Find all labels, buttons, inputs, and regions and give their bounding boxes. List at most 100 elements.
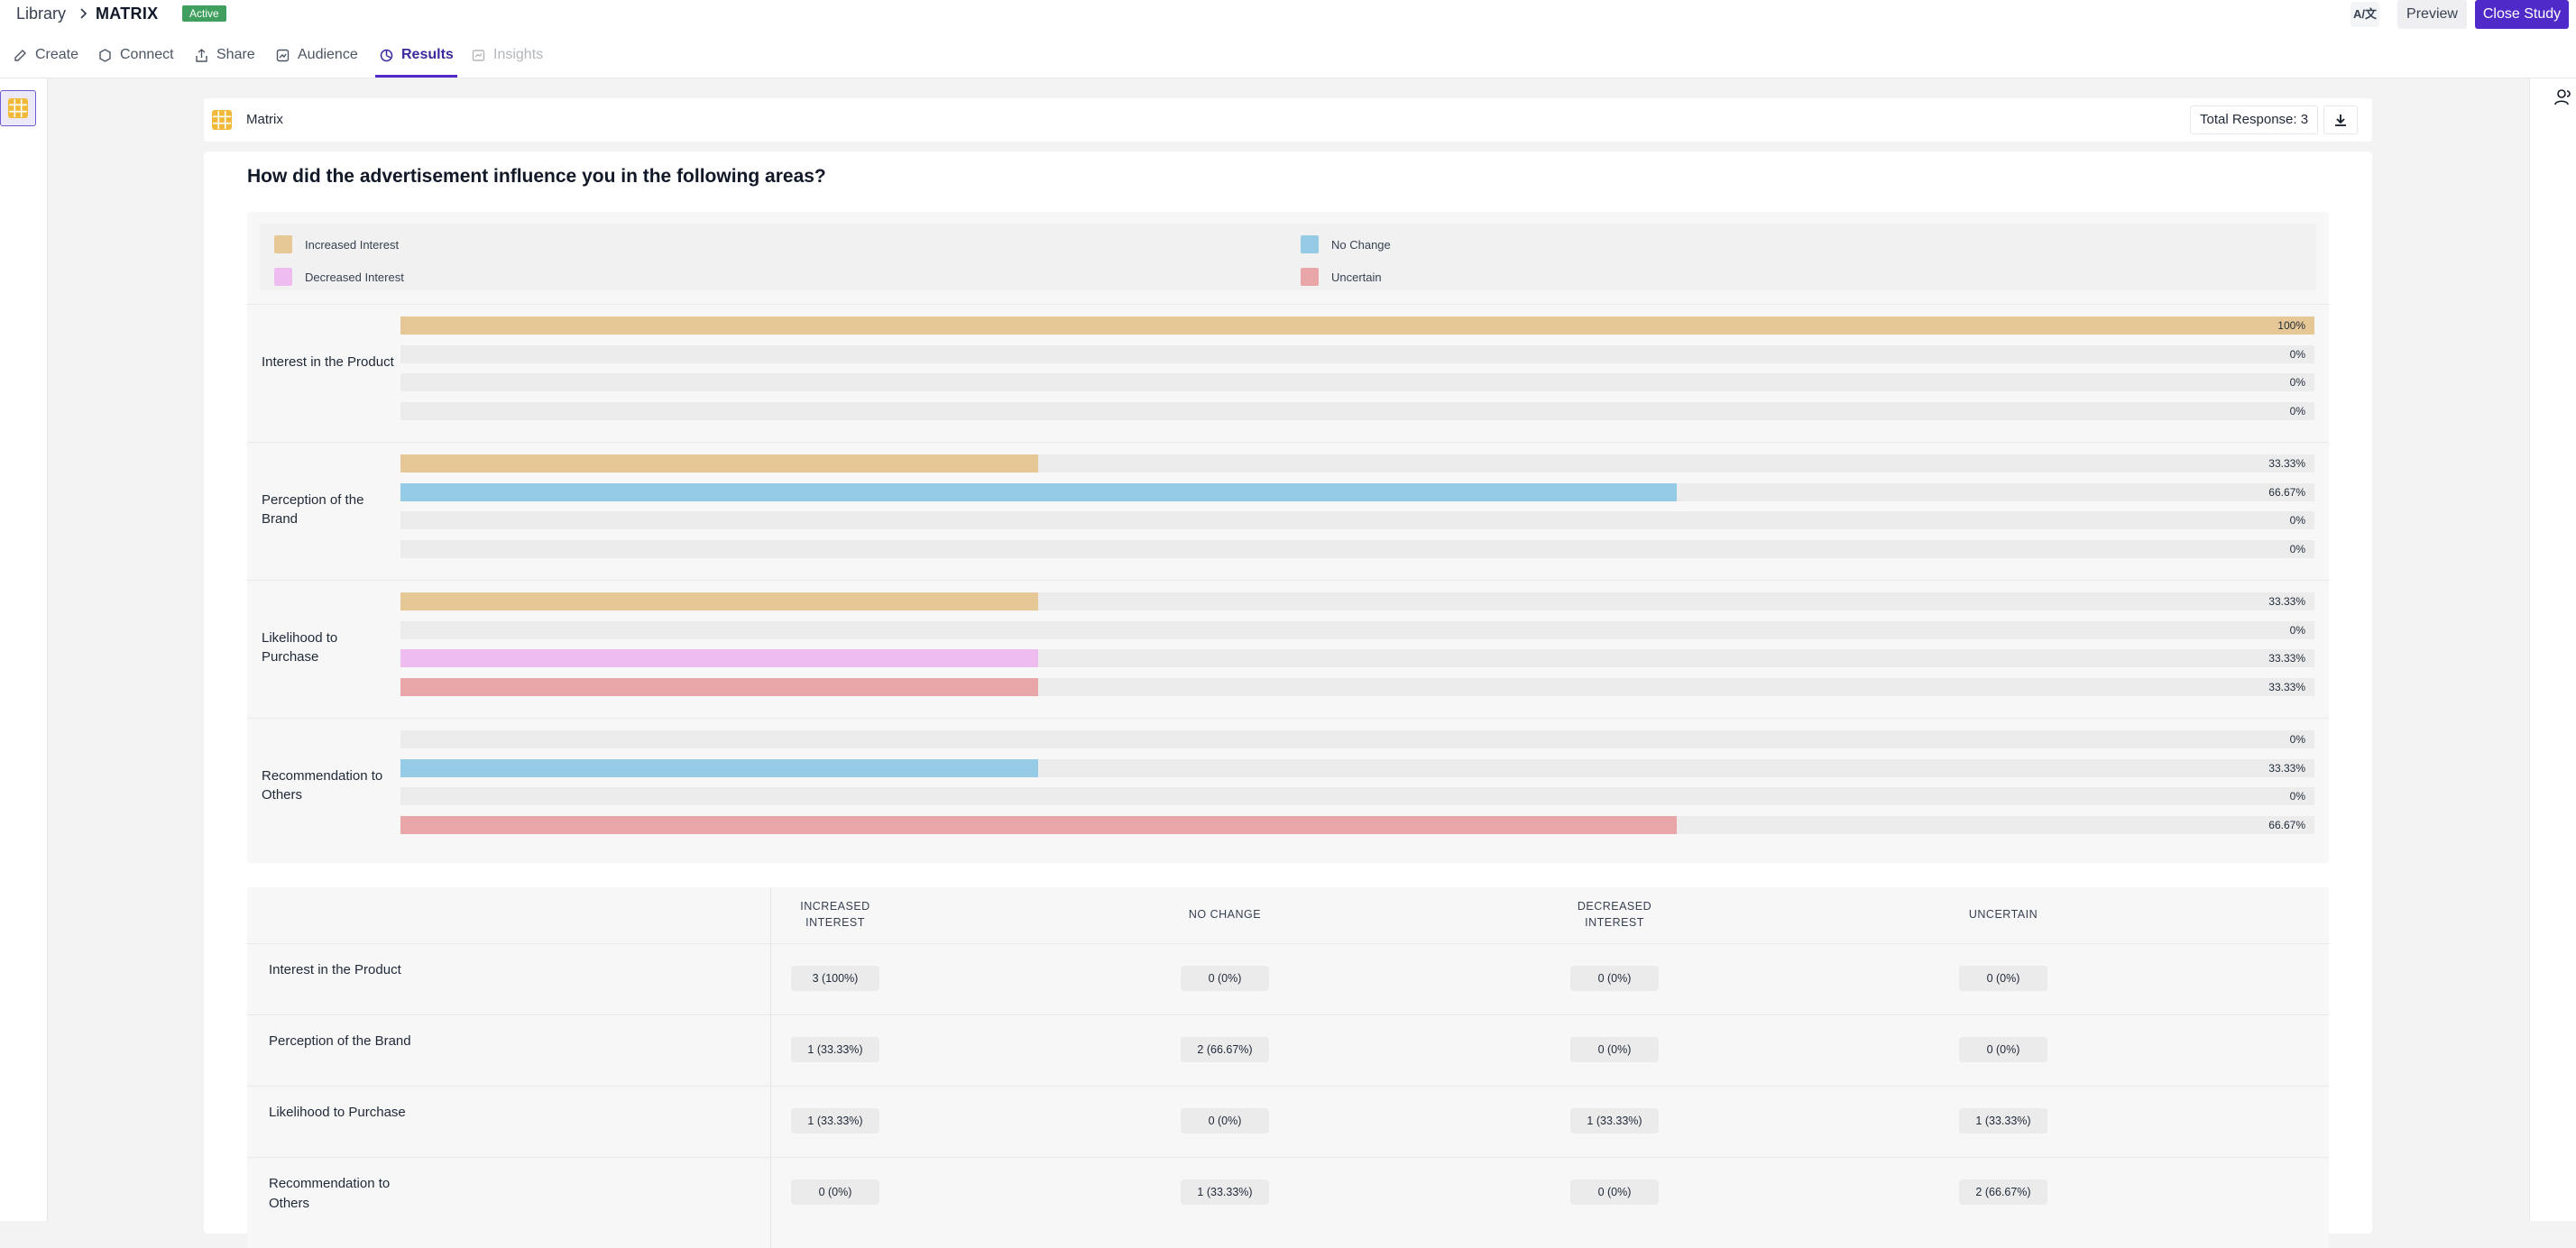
- tab-share[interactable]: Share: [194, 47, 255, 78]
- chart-legend: Increased Interest No Change Decreased I…: [260, 224, 2316, 290]
- bar: [400, 592, 1039, 610]
- question-title: How did the advertisement influence you …: [247, 166, 826, 187]
- category-label: Recommendation to Others: [262, 768, 383, 803]
- row-label: Likelihood to Purchase: [269, 1105, 406, 1120]
- close-study-button[interactable]: Close Study: [2475, 0, 2569, 29]
- bar: [400, 454, 1039, 473]
- table-cell: 1 (33.33%): [1570, 1108, 1659, 1133]
- table-cell: 0 (0%): [1181, 1108, 1269, 1133]
- table-cell: 0 (0%): [791, 1179, 879, 1205]
- total-response-count: Total Response: 3: [2190, 106, 2319, 134]
- tab-label: Create: [35, 47, 79, 62]
- status-badge: Active: [182, 5, 226, 22]
- matrix-question-tile[interactable]: [0, 90, 36, 126]
- bar-track: 33.33%: [400, 758, 2314, 777]
- chart-category-group: Recommendation to Others 0% 33.33% 0% 66.67%: [247, 718, 2329, 856]
- download-button[interactable]: [2323, 106, 2358, 134]
- bar-value-label: 33.33%: [2268, 681, 2305, 694]
- audience-icon: [276, 49, 290, 62]
- legend-swatch: [1301, 235, 1319, 253]
- table-cell: 1 (33.33%): [791, 1037, 879, 1062]
- bar: [400, 317, 2314, 335]
- tab-label: Audience: [298, 47, 358, 62]
- legend-label: Increased Interest: [305, 237, 400, 252]
- matrix-grid-icon: [212, 110, 232, 130]
- legend-swatch: [274, 268, 292, 286]
- bar-track: 0%: [400, 373, 2314, 392]
- bar-value-label: 0%: [2289, 376, 2305, 390]
- tab-label: Insights: [493, 47, 544, 62]
- bar-value-label: 0%: [2289, 733, 2305, 746]
- matrix-header: Matrix Total Response: 3: [204, 98, 2372, 142]
- column-header: UNCERTAIN: [1968, 908, 2038, 921]
- legend-label: No Change: [1331, 237, 1391, 252]
- column-header: NO CHANGE: [1188, 908, 1262, 921]
- results-table: INCREASED INTEREST NO CHANGE DECREASED INT…: [247, 887, 2329, 1248]
- table-cell: 2 (66.67%): [1959, 1179, 2047, 1205]
- legend-swatch: [1301, 268, 1319, 286]
- breadcrumb-current: MATRIX: [96, 5, 159, 23]
- tab-label: Results: [401, 47, 454, 62]
- pencil-icon: [14, 50, 26, 61]
- hexagon-icon: [99, 49, 111, 62]
- bar-value-label: 33.33%: [2268, 761, 2305, 775]
- bar-value-label: 0%: [2289, 347, 2305, 361]
- preview-button[interactable]: Preview: [2397, 0, 2467, 29]
- chart-category-group: Perception of the Brand 33.33% 66.67% 0% 0%: [247, 442, 2329, 580]
- matrix-grid-icon: [8, 98, 28, 118]
- bar-track: 0%: [400, 402, 2314, 421]
- category-label: Perception of the Brand: [262, 492, 364, 527]
- results-card: How did the advertisement influence you …: [204, 151, 2372, 1248]
- table-row: Perception of the Brand 1 (33.33%) 2 (66.6…: [247, 1014, 2329, 1087]
- table-cell: 0 (0%): [1959, 966, 2047, 991]
- bar-track: 33.33%: [400, 649, 2314, 668]
- table-cell: 2 (66.67%): [1181, 1037, 1269, 1062]
- translate-button[interactable]: A/文: [2351, 2, 2379, 27]
- bar-value-label: 100%: [2277, 319, 2305, 332]
- bar: [400, 758, 1039, 777]
- share-icon: [196, 49, 207, 62]
- table-cell: 1 (33.33%): [1959, 1108, 2047, 1133]
- bar-track: 66.67%: [400, 816, 2314, 835]
- bar-chart: Increased Interest No Change Decreased I…: [247, 212, 2329, 863]
- chevron-right-icon: [80, 8, 87, 19]
- legend-swatch: [274, 235, 292, 253]
- table-cell: 1 (33.33%): [1181, 1179, 1269, 1205]
- tab-audience[interactable]: Audience: [275, 47, 358, 78]
- bar-value-label: 0%: [2289, 623, 2305, 637]
- bar-track: 0%: [400, 540, 2314, 559]
- legend-item: Increased Interest: [274, 235, 399, 253]
- pie-chart-icon: [380, 49, 393, 62]
- column-divider: [770, 887, 771, 1248]
- column-header: DECREASED INTEREST: [1577, 900, 1652, 929]
- table-row: Recommendation to Others 0 (0%) 1 (33.33%)…: [247, 1157, 2329, 1229]
- bar-value-label: 33.33%: [2268, 652, 2305, 665]
- bar-track: 0%: [400, 344, 2314, 363]
- category-label: Likelihood to Purchase: [262, 630, 338, 665]
- bar-value-label: 0%: [2289, 405, 2305, 418]
- table-cell: 0 (0%): [1570, 1179, 1659, 1205]
- tab-connect[interactable]: Connect: [97, 47, 174, 78]
- bar-value-label: 33.33%: [2268, 595, 2305, 608]
- bar-value-label: 0%: [2289, 543, 2305, 556]
- tab-results[interactable]: Results: [375, 47, 457, 78]
- row-label: Recommendation to Others: [269, 1176, 391, 1211]
- bar: [400, 482, 1677, 501]
- tab-label: Connect: [120, 47, 174, 62]
- breadcrumb-library-link[interactable]: Library: [16, 5, 67, 23]
- category-label: Interest in the Product: [262, 354, 394, 370]
- bar-value-label: 0%: [2289, 790, 2305, 803]
- table-row: Likelihood to Purchase 1 (33.33%) 0 (0%) 1 …: [247, 1086, 2329, 1158]
- bar: [400, 678, 1039, 697]
- tab-label: Share: [216, 47, 255, 62]
- insights-icon: [472, 50, 485, 61]
- user-icon[interactable]: [2553, 87, 2573, 107]
- bar-track: 33.33%: [400, 454, 2314, 473]
- tab-create[interactable]: Create: [13, 47, 78, 78]
- tab-bar: Create Connect Share Audience Results In…: [0, 29, 2576, 78]
- bar-track: 33.33%: [400, 678, 2314, 697]
- bar-track: 100%: [400, 317, 2314, 335]
- row-label: Interest in the Product: [269, 962, 401, 977]
- question-type-label: Matrix: [246, 112, 283, 127]
- bar: [400, 816, 1677, 835]
